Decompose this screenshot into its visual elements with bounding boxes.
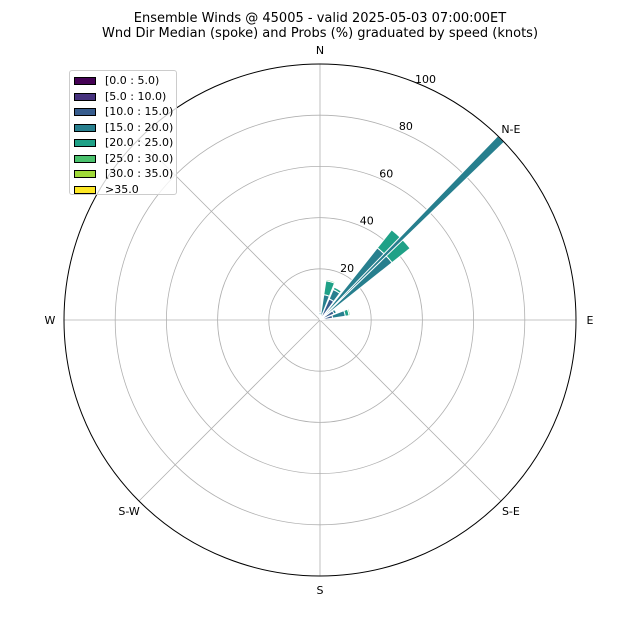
polar-frame: [63, 63, 577, 577]
direction-label: E: [587, 314, 594, 327]
legend-label: [10.0 : 15.0): [105, 105, 174, 118]
legend-label: [25.0 : 30.0): [105, 151, 174, 165]
median-spoke-bar: [319, 135, 505, 321]
grid-spoke: [319, 319, 502, 502]
radial-tick-label: 20: [340, 262, 354, 275]
chart-title: Ensemble Winds @ 45005 - valid 2025-05-0…: [133, 11, 507, 26]
direction-label: S: [317, 584, 324, 597]
legend-item: [25.0 : 30.0): [74, 151, 174, 165]
direction-label: S-E: [502, 505, 520, 518]
bar-segment: [318, 311, 322, 316]
legend-item: [30.0 : 35.0): [74, 168, 173, 180]
legend: [0.0 : 5.0) [5.0 : 10.0) [10.0 : 15.0) [15.…: [69, 70, 177, 195]
legend-swatch: [74, 154, 96, 163]
legend-item: [20.0 : 25.0): [74, 137, 173, 149]
bar-segment: [325, 278, 336, 284]
legend-swatch: [74, 77, 96, 85]
bar-segment: [346, 308, 351, 317]
legend-item: [0.0 : 5.0): [74, 75, 159, 87]
legend-item: [15.0 : 20.0): [74, 120, 174, 134]
direction-label: N: [316, 44, 324, 57]
axis-labels: N N-E E S-E S S-W W 20 40 60 80 100: [45, 44, 594, 597]
legend-item: [10.0 : 15.0): [74, 106, 173, 118]
legend-label: >35.0: [105, 182, 139, 196]
grid-spoke: [138, 319, 321, 502]
median-spoke: [319, 135, 505, 321]
legend-swatch: [74, 170, 96, 178]
legend-item: [5.0 : 10.0): [74, 89, 167, 103]
radial-tick-label: 80: [399, 120, 413, 133]
radial-tick-label: 40: [360, 215, 374, 228]
legend-swatch: [74, 185, 96, 194]
radial-tick-label: 60: [379, 167, 393, 180]
direction-label: S-W: [118, 505, 140, 518]
legend-swatch: [74, 123, 96, 132]
legend-label: [0.0 : 5.0): [105, 74, 160, 87]
radial-tick-label: 100: [415, 73, 436, 86]
direction-label: N-E: [501, 123, 520, 136]
legend-label: [5.0 : 10.0): [105, 89, 167, 103]
legend-label: [15.0 : 20.0): [105, 120, 174, 134]
direction-label: W: [45, 314, 56, 327]
bar-segment: [332, 286, 343, 294]
legend-label: [30.0 : 35.0): [105, 167, 174, 180]
legend-swatch: [74, 139, 96, 147]
legend-swatch: [74, 92, 96, 101]
bar-segment: [331, 308, 338, 315]
chart-subtitle: Wnd Dir Median (spoke) and Probs (%) gra…: [101, 26, 539, 41]
legend-label: [20.0 : 25.0): [105, 136, 174, 149]
legend-item: >35.0: [74, 182, 139, 196]
legend-swatch: [74, 108, 96, 116]
